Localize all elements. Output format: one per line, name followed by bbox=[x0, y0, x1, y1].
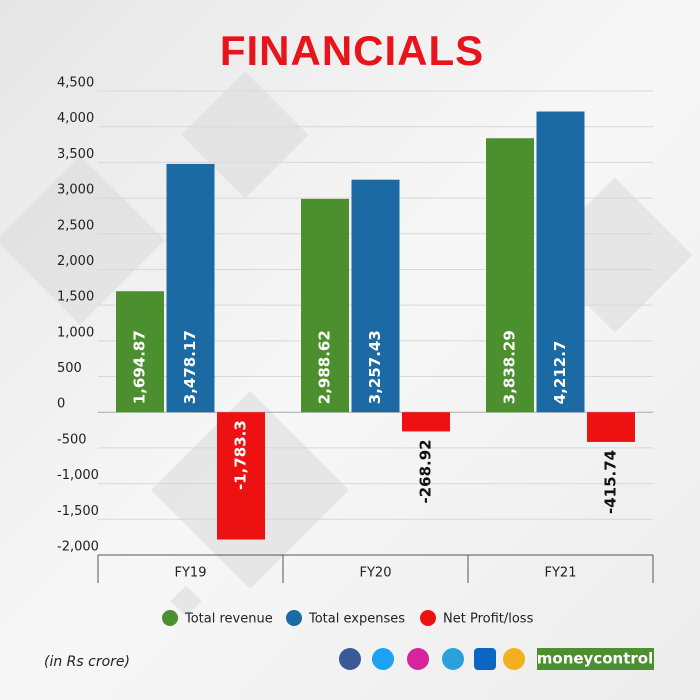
y-tick-label: 1,500 bbox=[57, 290, 94, 305]
social-icons bbox=[339, 648, 525, 670]
y-tick-label: 3,500 bbox=[57, 147, 94, 162]
bar bbox=[166, 163, 215, 413]
legend-label: Total revenue bbox=[184, 612, 273, 627]
value-label: -268.92 bbox=[417, 439, 435, 503]
value-label: 4,212.7 bbox=[551, 341, 569, 405]
y-tick-label: -500 bbox=[57, 432, 87, 447]
legend-marker bbox=[420, 610, 436, 626]
brand: moneycontrol bbox=[537, 650, 653, 668]
value-label: -415.74 bbox=[602, 450, 620, 514]
chart-title: FINANCIALS bbox=[220, 27, 484, 74]
bar bbox=[536, 111, 585, 413]
value-label: 3,478.17 bbox=[181, 330, 199, 404]
bar bbox=[486, 138, 534, 413]
y-tick-label: 2,500 bbox=[57, 218, 94, 233]
y-tick-label: -1,000 bbox=[57, 468, 99, 483]
bar bbox=[217, 412, 265, 540]
y-tick-label: 1,000 bbox=[57, 325, 94, 340]
brand-box bbox=[537, 648, 654, 670]
x-tick-label: FY20 bbox=[360, 566, 392, 581]
y-tick-label: -1,500 bbox=[57, 504, 99, 519]
y-tick-label: 2,000 bbox=[57, 254, 94, 269]
legend-label: Net Profit/loss bbox=[443, 612, 534, 627]
y-tick-label: -2,000 bbox=[57, 540, 99, 555]
y-tick-label: 500 bbox=[57, 361, 82, 376]
bar bbox=[301, 198, 349, 413]
x-tick-label: FY21 bbox=[545, 566, 577, 581]
bar bbox=[116, 291, 164, 413]
legend-marker bbox=[286, 610, 302, 626]
y-tick-label: 3,000 bbox=[57, 183, 94, 198]
bar bbox=[402, 412, 450, 432]
y-tick-label: 4,000 bbox=[57, 111, 94, 126]
value-label: 3,838.29 bbox=[501, 330, 519, 404]
bar bbox=[351, 179, 400, 413]
value-label: -1,783.3 bbox=[232, 420, 250, 490]
y-tick-label: 4,500 bbox=[57, 76, 94, 91]
value-label: 3,257.43 bbox=[366, 330, 384, 404]
note: (in Rs crore) bbox=[44, 654, 130, 670]
legend-marker bbox=[162, 610, 178, 626]
legend-label: Total expenses bbox=[308, 612, 405, 627]
value-label: 2,988.62 bbox=[316, 330, 334, 404]
y-tick-label: 0 bbox=[57, 397, 65, 412]
bar bbox=[587, 412, 635, 442]
x-tick-label: FY19 bbox=[175, 566, 207, 581]
value-label: 1,694.87 bbox=[131, 330, 149, 404]
